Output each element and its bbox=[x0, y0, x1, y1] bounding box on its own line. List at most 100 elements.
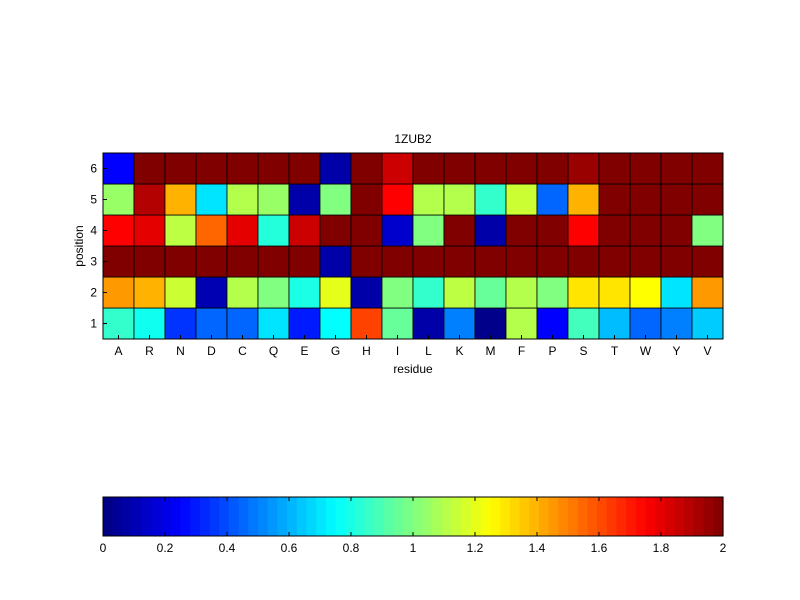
heatmap-cell-I-2 bbox=[381, 276, 414, 309]
heatmap-cell-W-1 bbox=[629, 307, 662, 340]
heatmap-cell-H-3 bbox=[350, 245, 383, 278]
colorbar-step bbox=[480, 497, 492, 536]
heatmap-cell-I-4 bbox=[381, 214, 414, 247]
heatmap-cell-W-4 bbox=[629, 214, 662, 247]
colorbar-step bbox=[664, 497, 676, 536]
heatmap-cell-V-3 bbox=[691, 245, 724, 278]
heatmap-cell-K-5 bbox=[443, 183, 476, 216]
colorbar-step bbox=[258, 497, 269, 536]
colorbar-step bbox=[693, 497, 705, 536]
colorbar-step bbox=[228, 497, 240, 536]
heatmap-cell-D-3 bbox=[195, 245, 228, 278]
heatmap-cell-V-4 bbox=[691, 214, 724, 247]
colorbar-step bbox=[354, 497, 366, 536]
heatmap-cell-R-3 bbox=[133, 245, 166, 278]
heatmap-cell-E-3 bbox=[288, 245, 321, 278]
colorbar-tick-labels: 0 0.2 0.4 0.6 0.8 1 1.2 1.4 1.6 1.8 2 bbox=[100, 497, 727, 555]
x-tick-K: K bbox=[455, 344, 463, 358]
heatmap-cell-S-3 bbox=[567, 245, 600, 278]
colorbar-tick-label: 0.8 bbox=[343, 541, 360, 555]
colorbar-step bbox=[509, 497, 521, 536]
heatmap-cell-L-4 bbox=[412, 214, 445, 247]
heatmap-cell-L-2 bbox=[412, 276, 445, 309]
heatmap-cell-N-2 bbox=[164, 276, 197, 309]
x-tick-S: S bbox=[579, 344, 587, 358]
y-tick-1: 1 bbox=[90, 317, 97, 331]
heatmap-cell-W-2 bbox=[629, 276, 662, 309]
heatmap-cell-R-5 bbox=[133, 183, 166, 216]
heatmap-cell-I-5 bbox=[381, 183, 414, 216]
heatmap-cell-D-5 bbox=[195, 183, 228, 216]
heatmap-cell-M-1 bbox=[474, 307, 507, 340]
colorbar-step bbox=[170, 497, 182, 536]
colorbar-step bbox=[199, 497, 211, 536]
heatmap-cell-P-5 bbox=[536, 183, 569, 216]
x-tick-V: V bbox=[703, 344, 711, 358]
heatmap-cell-Q-2 bbox=[257, 276, 290, 309]
heatmap-cell-P-4 bbox=[536, 214, 569, 247]
colorbar-step bbox=[132, 497, 143, 536]
x-tick-P: P bbox=[548, 344, 556, 358]
heatmap-cell-S-2 bbox=[567, 276, 600, 309]
heatmap-cell-H-5 bbox=[350, 183, 383, 216]
colorbar-step bbox=[597, 497, 608, 536]
heatmap-cell-W-3 bbox=[629, 245, 662, 278]
colorbar-step bbox=[103, 497, 114, 536]
heatmap-cell-H-1 bbox=[350, 307, 383, 340]
colorbar-step bbox=[364, 497, 375, 536]
colorbar-step bbox=[577, 497, 588, 536]
colorbar-tick-label: 1.6 bbox=[591, 541, 608, 555]
heatmap-cell-F-1 bbox=[505, 307, 538, 340]
x-tick-I: I bbox=[396, 344, 399, 358]
y-axis-label: position bbox=[72, 225, 86, 266]
heatmap-cell-G-2 bbox=[319, 276, 352, 309]
heatmap-cell-S-4 bbox=[567, 214, 600, 247]
y-tick-5: 5 bbox=[90, 193, 97, 207]
heatmap-cell-Y-6 bbox=[660, 152, 693, 185]
colorbar-step bbox=[238, 497, 249, 536]
heatmap-cell-C-6 bbox=[226, 152, 259, 185]
heatmap-cell-V-1 bbox=[691, 307, 724, 340]
colorbar-step bbox=[374, 497, 385, 536]
heatmap-cell-A-2 bbox=[102, 276, 135, 309]
colorbar-step bbox=[684, 497, 695, 536]
colorbar-step bbox=[306, 497, 317, 536]
x-tick-F: F bbox=[518, 344, 525, 358]
colorbar-step bbox=[500, 497, 511, 536]
colorbar-step bbox=[432, 497, 443, 536]
x-tick-Y: Y bbox=[672, 344, 680, 358]
heatmap-cell-F-5 bbox=[505, 183, 538, 216]
heatmap-cell-F-2 bbox=[505, 276, 538, 309]
heatmap-cell-P-3 bbox=[536, 245, 569, 278]
heatmap-cell-H-6 bbox=[350, 152, 383, 185]
heatmap-cell-A-6 bbox=[102, 152, 135, 185]
heatmap-cell-K-4 bbox=[443, 214, 476, 247]
x-tick-L: L bbox=[425, 344, 432, 358]
heatmap-cell-N-6 bbox=[164, 152, 197, 185]
colorbar-step bbox=[606, 497, 618, 536]
colorbar-step bbox=[141, 497, 153, 536]
heatmap-cell-E-5 bbox=[288, 183, 321, 216]
heatmap-cell-N-1 bbox=[164, 307, 197, 340]
heatmap-cell-Y-4 bbox=[660, 214, 693, 247]
x-tick-R: R bbox=[145, 344, 154, 358]
colorbar-step bbox=[345, 497, 356, 536]
colorbar-tick-label: 0.2 bbox=[157, 541, 174, 555]
colorbar-step bbox=[161, 497, 172, 536]
heatmap-cell-V-2 bbox=[691, 276, 724, 309]
heatmap-cell-Y-3 bbox=[660, 245, 693, 278]
heatmap-cell-C-4 bbox=[226, 214, 259, 247]
heatmap-cell-Y-2 bbox=[660, 276, 693, 309]
heatmap-cell-N-3 bbox=[164, 245, 197, 278]
heatmap-cell-C-5 bbox=[226, 183, 259, 216]
colorbar-step bbox=[451, 497, 463, 536]
heatmap-cell-C-2 bbox=[226, 276, 259, 309]
heatmap-cell-Y-5 bbox=[660, 183, 693, 216]
colorbar-tick-label: 1.8 bbox=[653, 541, 670, 555]
heatmap-cell-L-1 bbox=[412, 307, 445, 340]
x-tick-W: W bbox=[640, 344, 652, 358]
chart-title: 1ZUB2 bbox=[394, 132, 432, 146]
colorbar-step bbox=[209, 497, 220, 536]
y-tick-2: 2 bbox=[90, 286, 97, 300]
heatmap-cell-G-1 bbox=[319, 307, 352, 340]
